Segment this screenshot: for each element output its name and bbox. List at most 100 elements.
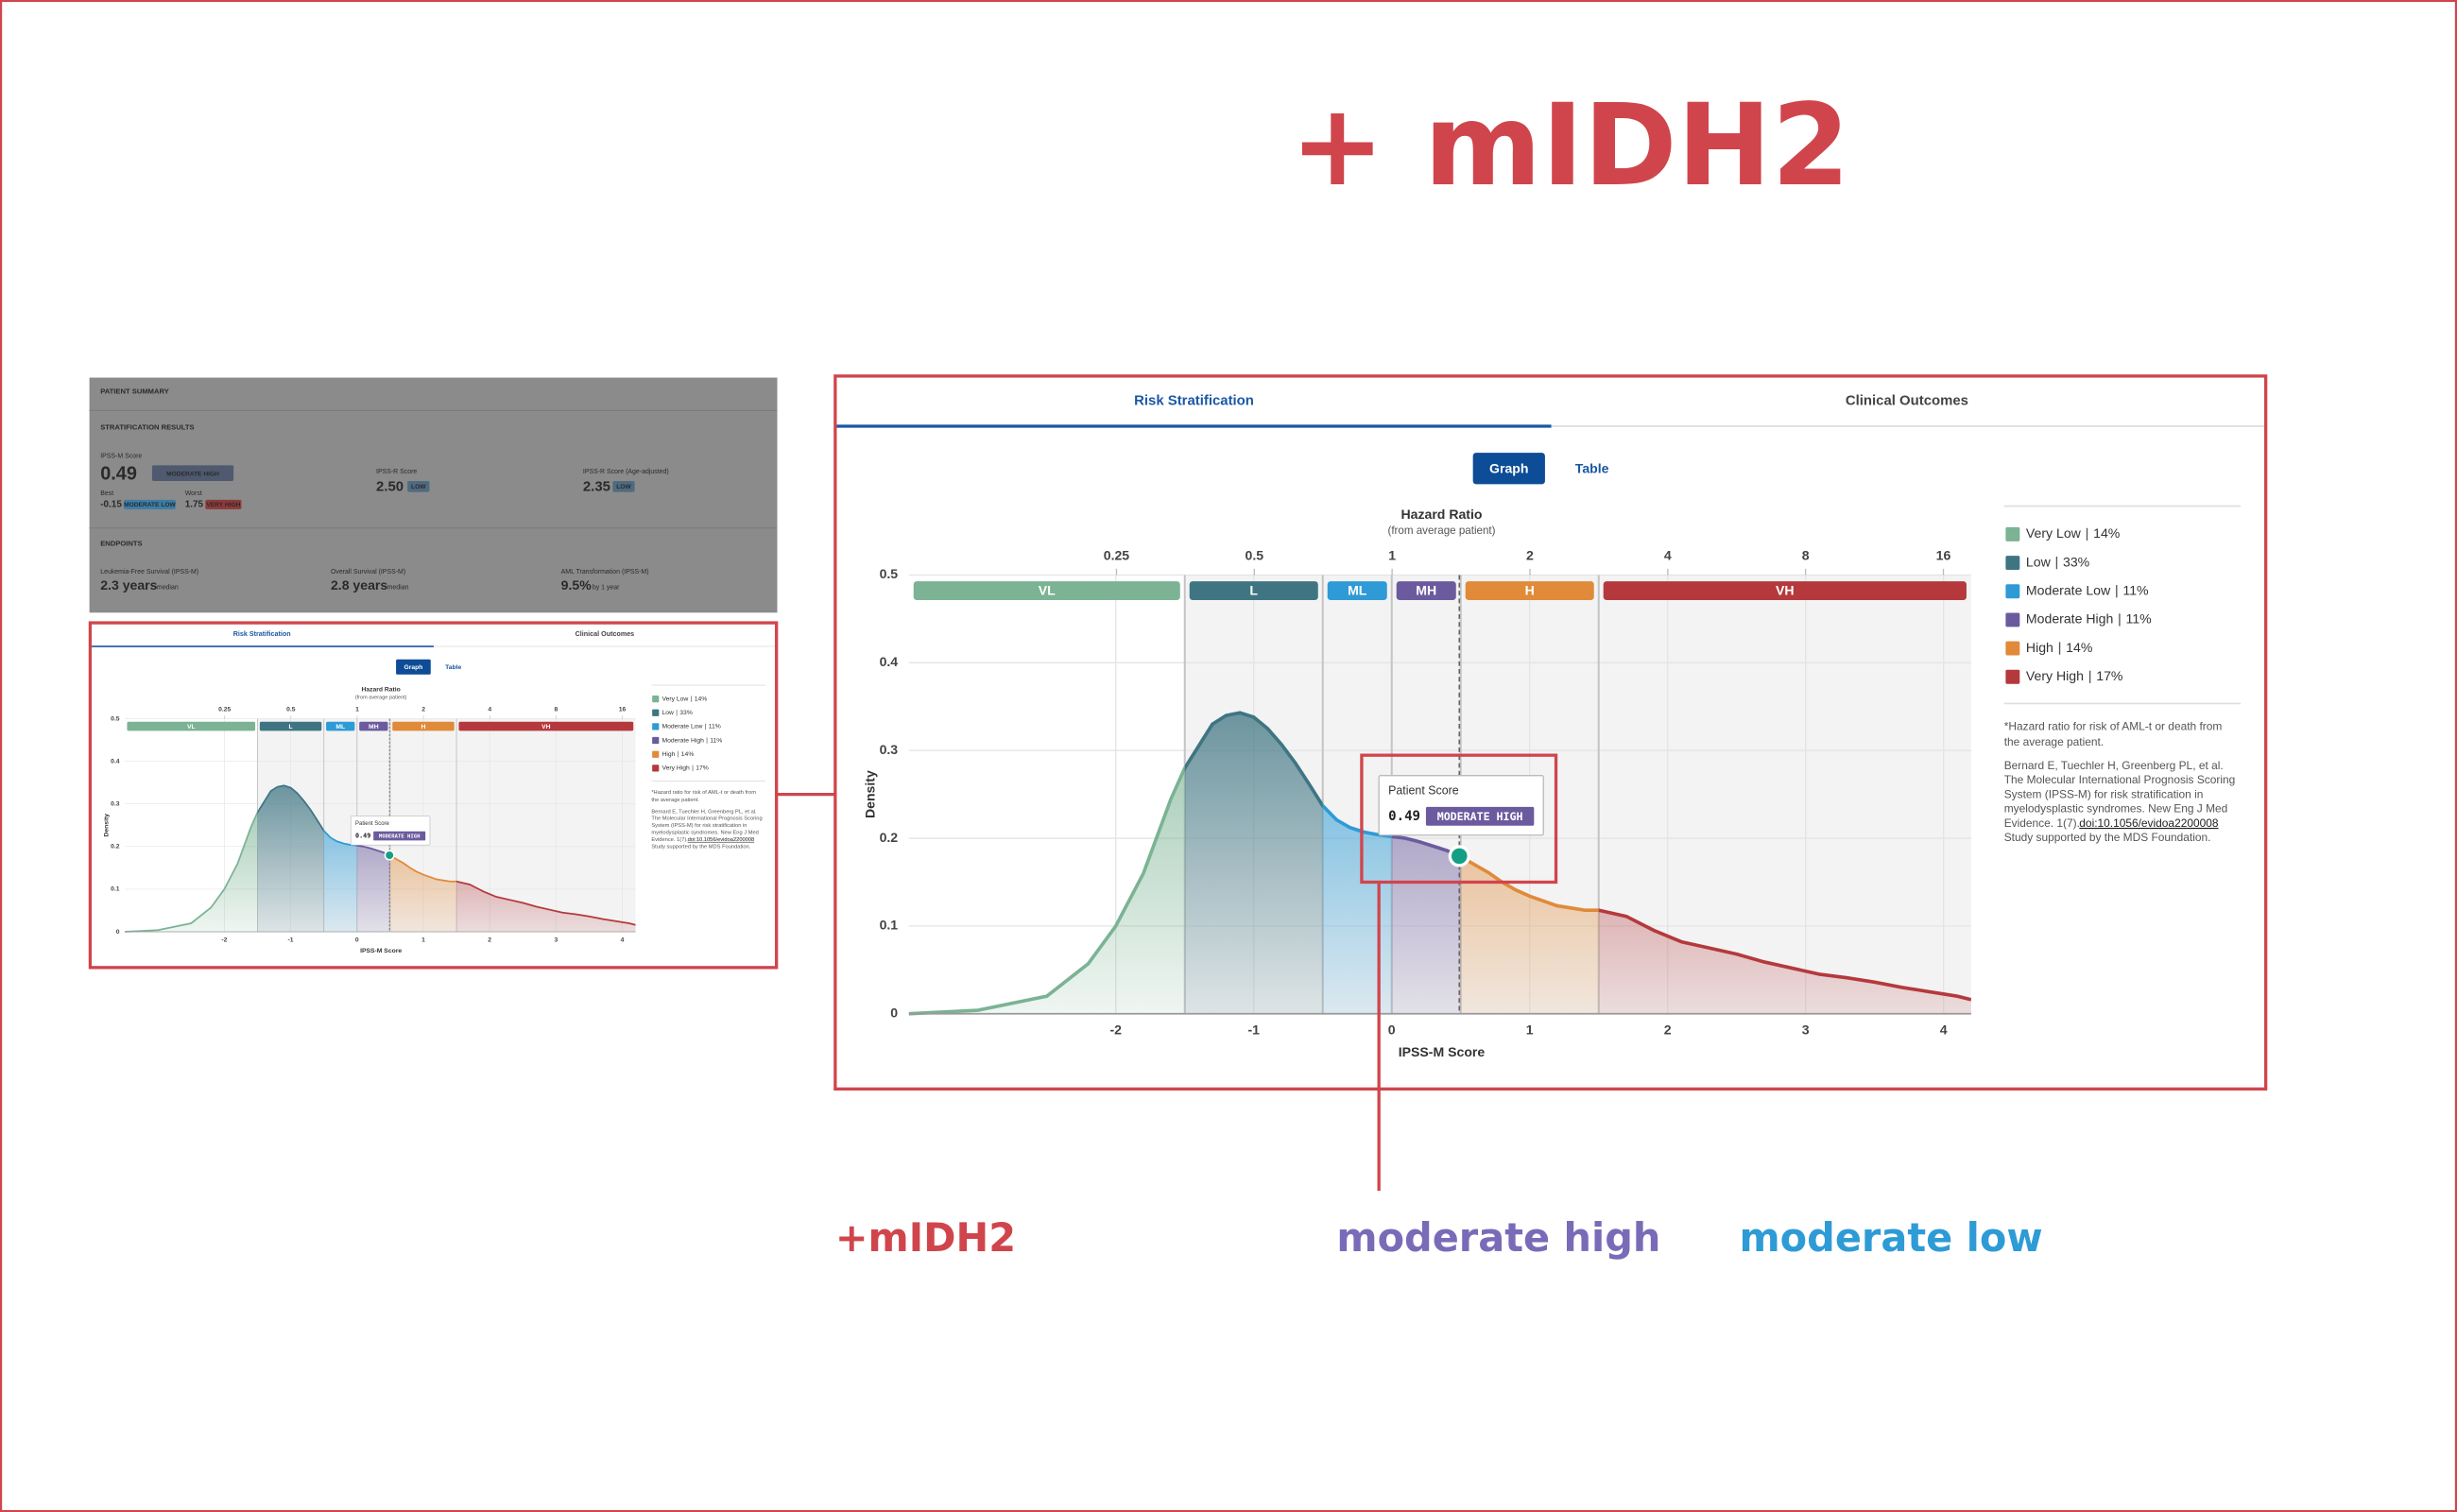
reference: System (IPSS-M) for risk stratification … bbox=[2004, 787, 2204, 800]
legend-value: 14% bbox=[2066, 640, 2093, 655]
density-area bbox=[1322, 805, 1392, 1014]
group-bar bbox=[913, 581, 1180, 601]
density-area bbox=[908, 767, 1185, 1014]
density-line bbox=[456, 880, 636, 926]
tab[interactable]: Risk Stratification bbox=[1134, 392, 1254, 408]
legend-value: 11% bbox=[2126, 611, 2153, 627]
legend-label: High bbox=[662, 751, 676, 758]
legend-swatch bbox=[652, 765, 660, 772]
x-axis-title: IPSS-M Score bbox=[360, 948, 402, 954]
density-line bbox=[356, 845, 390, 857]
legend-swatch bbox=[652, 695, 660, 703]
group-bar bbox=[1603, 581, 1967, 601]
density-area bbox=[389, 855, 457, 933]
x-axis-title: IPSS-M Score bbox=[1399, 1044, 1486, 1059]
endpoint-label: AML Transformation (IPSS-M) bbox=[561, 569, 649, 576]
best-label: Best bbox=[100, 490, 113, 497]
y-tick-label: 0.2 bbox=[111, 844, 120, 850]
group-bar-label: H bbox=[1525, 583, 1535, 598]
tooltip-value: 0.49 bbox=[1388, 809, 1420, 824]
tooltip-badge bbox=[1425, 806, 1535, 826]
y-tick-label: 0.5 bbox=[880, 566, 899, 581]
group-bar-label: L bbox=[289, 724, 293, 730]
y-axis-title: Density bbox=[104, 814, 111, 837]
reference: The Molecular International Prognosis Sc… bbox=[2004, 773, 2236, 786]
legend-swatch bbox=[652, 736, 660, 745]
button-bg[interactable] bbox=[396, 659, 431, 675]
button[interactable]: Graph bbox=[404, 664, 422, 671]
y-tick-label: 0 bbox=[116, 929, 120, 936]
score-label: IPSS-R Score bbox=[376, 469, 417, 475]
section-title: STRATIFICATION RESULTS bbox=[100, 423, 194, 432]
legend-label: Very High bbox=[2026, 668, 2084, 683]
legend-swatch bbox=[2005, 584, 2020, 599]
x-tick-label: 0 bbox=[355, 937, 359, 944]
legend-value: 11% bbox=[709, 724, 721, 730]
section-title: PATIENT SUMMARY bbox=[100, 387, 169, 396]
worst-label: Worst bbox=[185, 490, 202, 497]
x2-axis-title: Hazard Ratio bbox=[361, 687, 400, 694]
legend-label: Very Low bbox=[2026, 525, 2082, 541]
endpoint-value: 2.3 years bbox=[100, 577, 157, 593]
legend-label: Moderate High bbox=[2026, 611, 2113, 627]
legend-value: 14% bbox=[2093, 525, 2121, 541]
x-tick-label: 3 bbox=[1802, 1022, 1810, 1038]
legend-value: 33% bbox=[679, 710, 693, 716]
x2-tick-label: 0.25 bbox=[218, 707, 231, 713]
density-area bbox=[1598, 910, 1971, 1014]
legend-label: Moderate Low bbox=[2026, 582, 2111, 597]
density-line bbox=[1391, 834, 1461, 859]
button[interactable]: Table bbox=[1575, 460, 1609, 475]
tab[interactable]: Clinical Outcomes bbox=[576, 629, 635, 638]
reference: Bernard E, Tuechler H, Greenberg PL, et … bbox=[651, 809, 757, 815]
x2-tick-label: 1 bbox=[1388, 547, 1396, 562]
legend-swatch bbox=[2005, 556, 2020, 571]
group-bar bbox=[359, 721, 388, 731]
y-tick-label: 0.1 bbox=[880, 918, 899, 933]
button[interactable]: Table bbox=[445, 664, 461, 671]
group-bar bbox=[1396, 581, 1456, 601]
legend-value: 14% bbox=[695, 696, 708, 702]
x2-tick-label: 0.25 bbox=[1104, 547, 1130, 562]
badge-text: MODERATE LOW bbox=[124, 502, 176, 508]
support-note: Study supported by the MDS Foundation. bbox=[2004, 831, 2211, 844]
group-bar-label: VL bbox=[1039, 583, 1056, 598]
group-bar-label: ML bbox=[1348, 583, 1367, 598]
legend-value: 33% bbox=[2063, 554, 2090, 569]
group-bar bbox=[326, 721, 355, 731]
density-area bbox=[125, 812, 258, 933]
y-tick-label: 0.3 bbox=[111, 800, 120, 807]
summary-bg bbox=[89, 377, 778, 613]
doi-link[interactable]: doi:10.1056/evidoa2200008 bbox=[2079, 816, 2219, 830]
x-tick-label: 4 bbox=[1940, 1022, 1948, 1038]
tab[interactable]: Risk Stratification bbox=[233, 629, 291, 638]
endpoint-unit: by 1 year bbox=[593, 585, 620, 592]
tooltip-title: Patient Score bbox=[355, 821, 389, 827]
tab[interactable]: Clinical Outcomes bbox=[1846, 392, 1968, 408]
group-bar-label: ML bbox=[335, 724, 345, 730]
x2-tick-label: 16 bbox=[619, 707, 627, 713]
button[interactable]: Graph bbox=[1489, 460, 1528, 475]
legend-label: Very High bbox=[662, 765, 691, 772]
group-bar-label: L bbox=[1249, 583, 1258, 598]
density-area bbox=[456, 881, 636, 933]
group-bar bbox=[259, 721, 322, 731]
x2-tick-label: 0.5 bbox=[286, 707, 296, 713]
legend-value: 17% bbox=[2096, 668, 2123, 683]
group-bar bbox=[1465, 581, 1594, 601]
slide-title: + mIDH2 bbox=[1290, 80, 1849, 212]
patient-summary: PATIENT SUMMARY STRATIFICATION RESULTS E… bbox=[89, 377, 778, 613]
thumbnail-panel: Risk Stratification Clinical Outcomes Grap… bbox=[89, 622, 778, 969]
badge bbox=[205, 499, 242, 509]
score-label: IPSS-M Score bbox=[100, 453, 142, 459]
badge-text: VERY HIGH bbox=[206, 502, 240, 508]
x2-tick-label: 4 bbox=[1664, 547, 1672, 562]
doi-link[interactable]: doi:10.1056/evidoa2200008 bbox=[688, 837, 755, 843]
support-note: Study supported by the MDS Foundation. bbox=[651, 844, 750, 850]
button-bg[interactable] bbox=[1472, 453, 1545, 485]
density-line bbox=[1184, 711, 1323, 809]
density-area bbox=[323, 831, 357, 933]
x2-tick-label: 4 bbox=[488, 707, 491, 713]
x2-tick-label: 2 bbox=[421, 707, 425, 713]
